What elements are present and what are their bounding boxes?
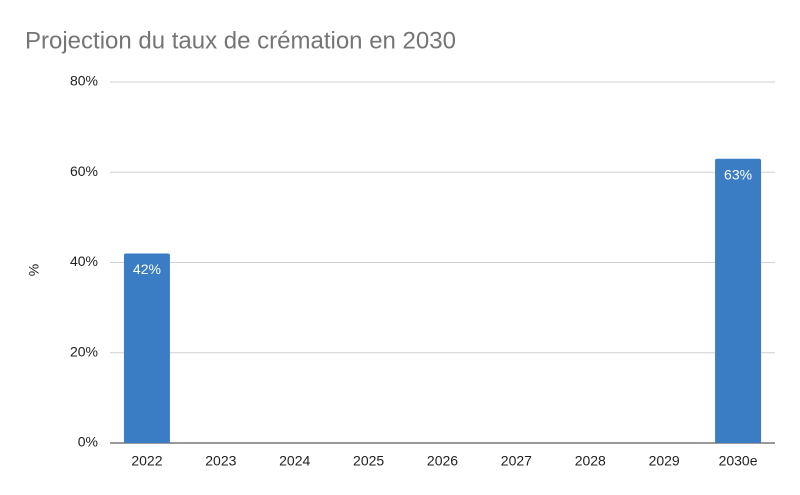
data-label: 63% [724,166,752,182]
bar [715,158,762,443]
chart-title: Projection du taux de crémation en 2030 [25,27,456,54]
x-tick-label: 2024 [279,453,310,469]
data-label: 42% [133,261,161,277]
x-tick-label: 2023 [205,453,236,469]
y-tick-label: 20% [70,343,98,359]
bar [123,253,170,443]
x-tick-label: 2029 [649,453,680,469]
y-tick-label: 0% [78,434,98,450]
x-tick-label: 2022 [131,453,162,469]
x-tick-label: 2025 [353,453,384,469]
x-tick-label: 2026 [427,453,458,469]
x-tick-label: 2030e [719,453,758,469]
y-tick-label: 80% [70,73,98,89]
x-tick-label: 2028 [575,453,606,469]
x-tick-label: 2027 [501,453,532,469]
y-tick-label: 40% [70,253,98,269]
y-tick-label: 60% [70,163,98,179]
y-axis-label: % [26,264,42,276]
